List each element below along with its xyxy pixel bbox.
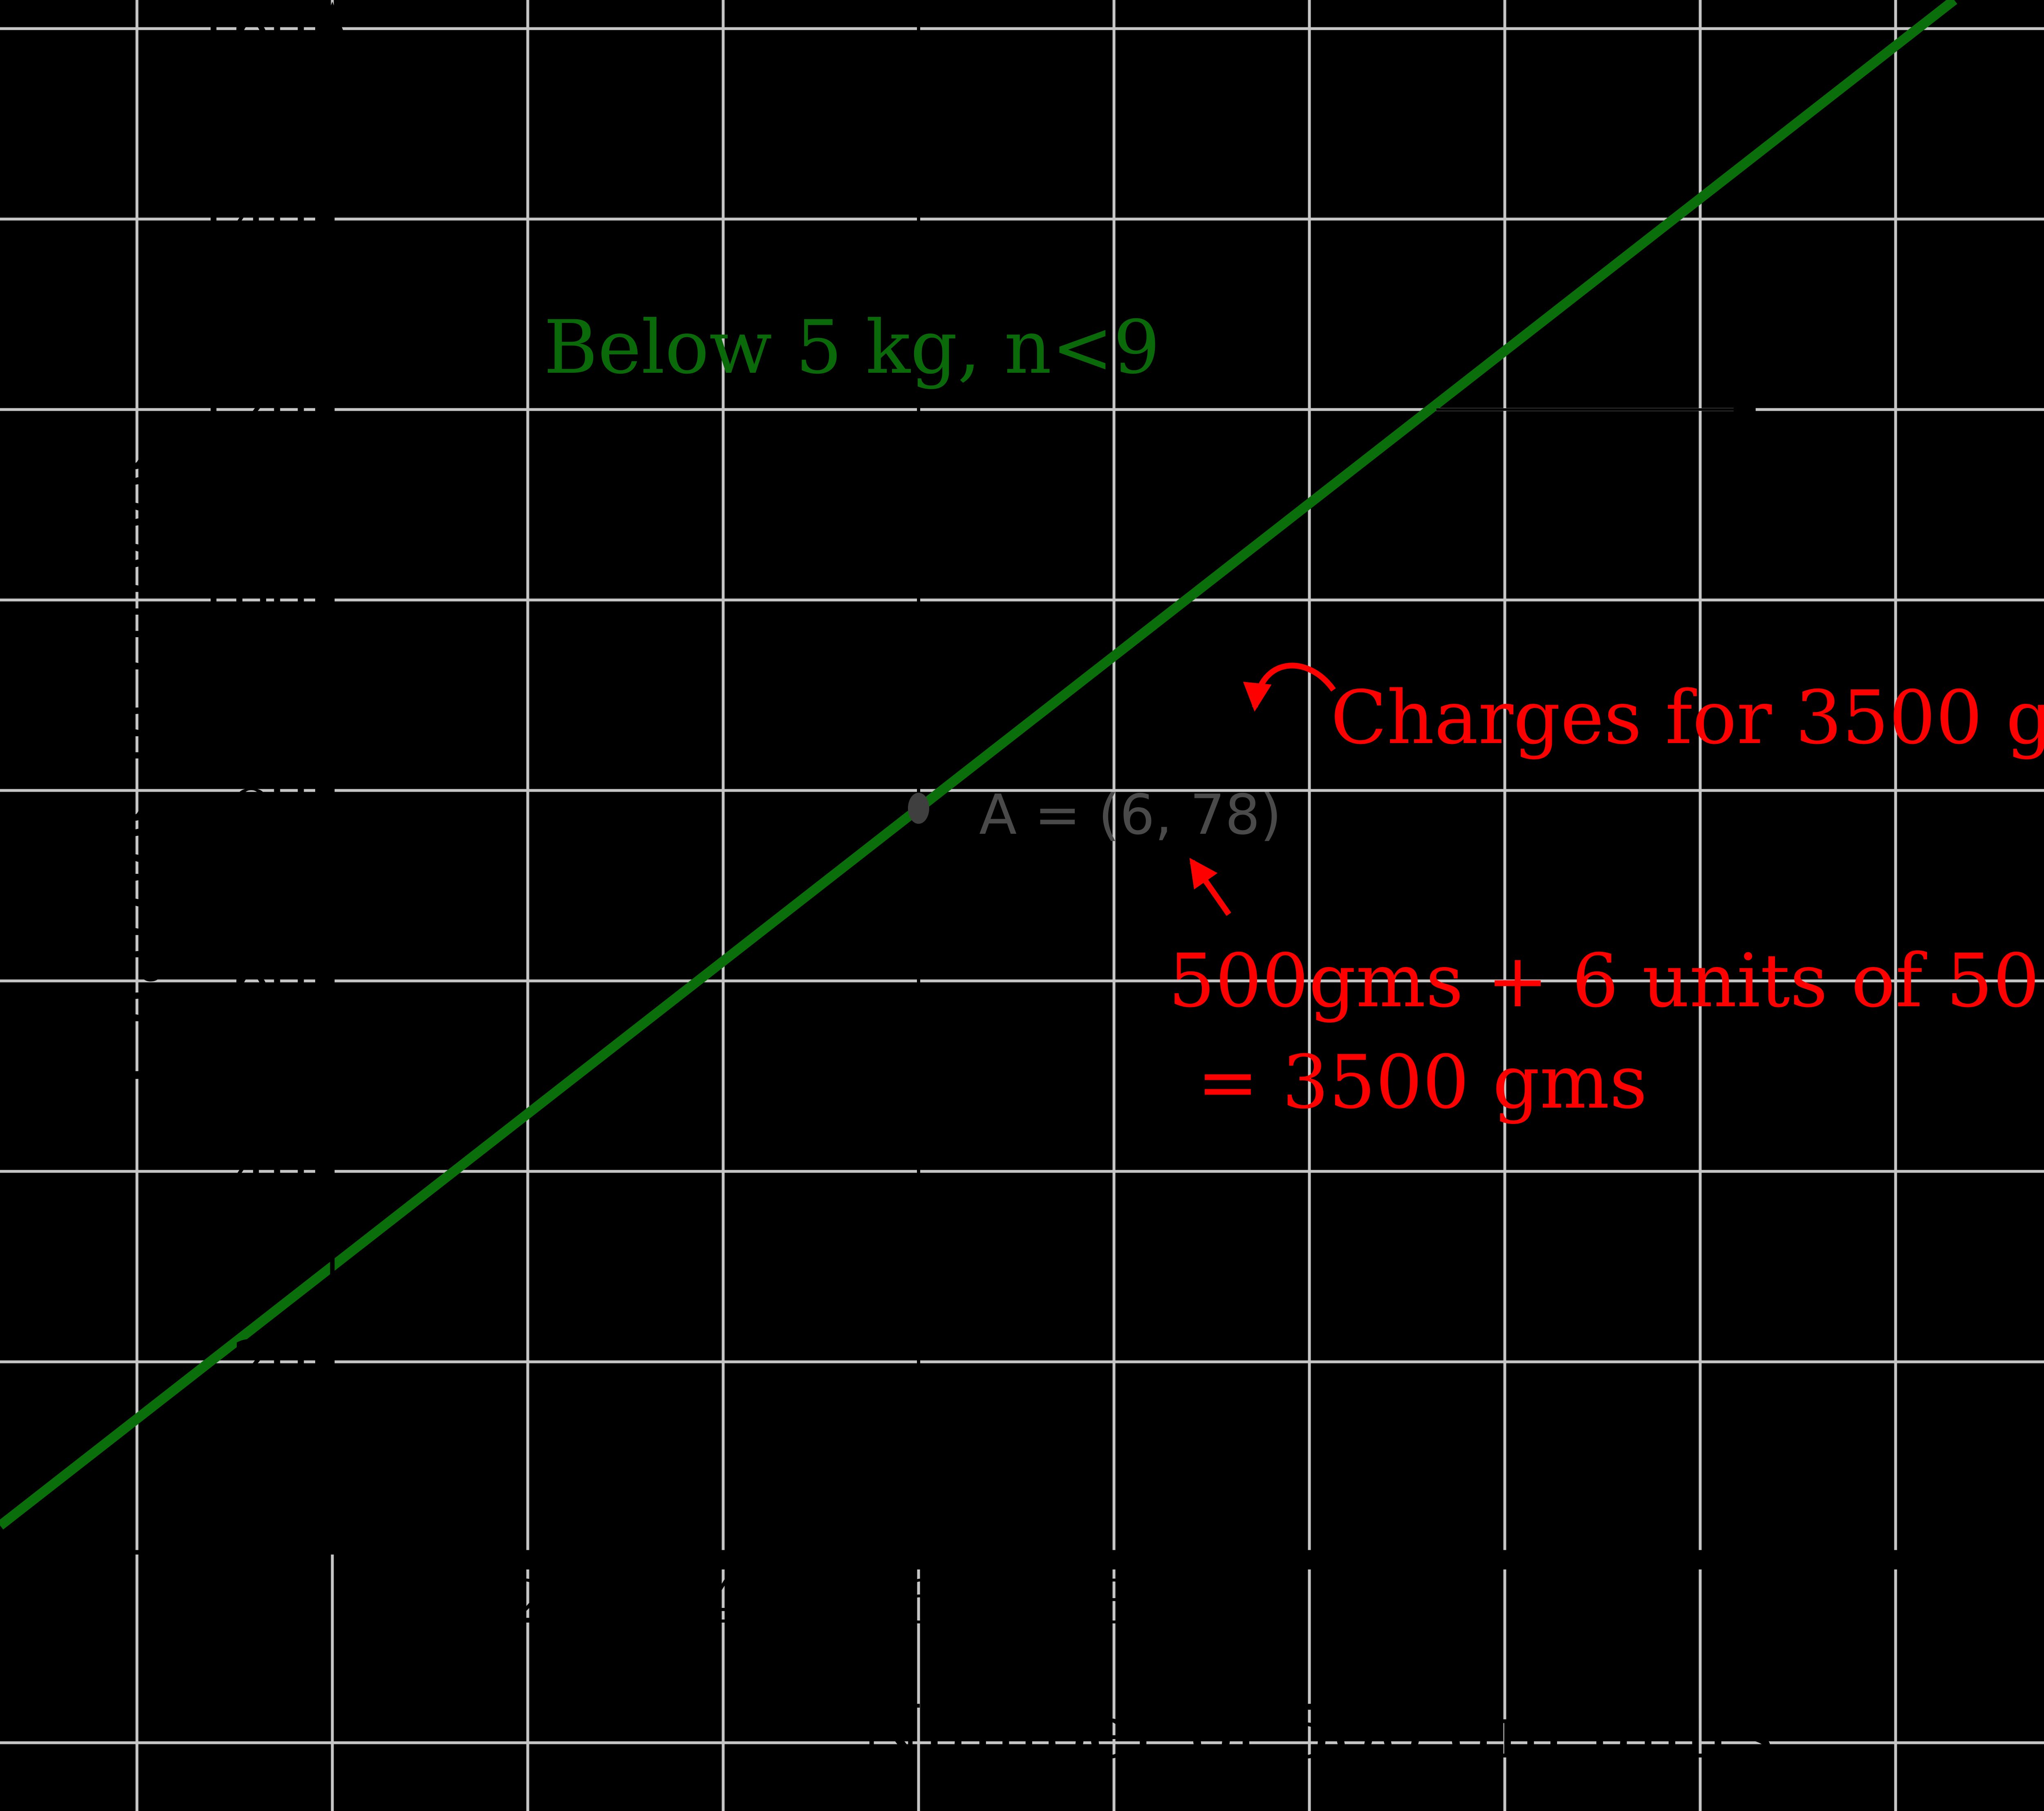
y-tick-label-40: 40	[232, 1138, 308, 1207]
x-tick-label-2: 2	[509, 1568, 547, 1637]
y-tick-label-160: 160	[195, 0, 308, 64]
annotation-below-5kg: Below 5 kg, n<9	[544, 305, 1160, 390]
y-tick-label-80: 80	[232, 757, 308, 826]
x-axis-title: Number of 500 gm units	[858, 1690, 1774, 1775]
curved-arrow-to-line	[1243, 663, 1336, 712]
x-tick-label-4: 4	[704, 1568, 742, 1637]
helper-segment-endcap	[1733, 404, 1756, 415]
x-tick-label-10: 10	[1272, 1568, 1347, 1637]
y-axis-arrow	[318, 2, 346, 39]
x-tick-label-16: 16	[1858, 1568, 1934, 1637]
annotation-units-sum: 500gms + 6 units of 500gms	[1168, 938, 2044, 1024]
x-tick-label-12: 12	[1467, 1568, 1543, 1637]
x-tick-label-6: 6	[900, 1568, 937, 1637]
annotation-equals-3500: = 3500 gms	[1197, 1040, 1647, 1125]
annotation-charges-3500: Charges for 3500 gms	[1331, 675, 2044, 761]
y-tick-label-140: 140	[195, 186, 308, 255]
y-tick-label-60: 60	[232, 947, 308, 1016]
x-tick-label-14: 14	[1663, 1568, 1738, 1637]
y-axis-title: Charges in rupees	[97, 438, 178, 1083]
charges-line	[0, 0, 1957, 1530]
arrow-to-point-a	[1189, 857, 1231, 916]
point-a-label: A = (6, 78)	[979, 783, 1282, 847]
y-tick-label-20: 20	[232, 1328, 308, 1397]
x-tick-label-8: 8	[1095, 1568, 1133, 1637]
point-a-dot	[908, 792, 929, 824]
y-tick-label-100: 100	[195, 566, 308, 636]
y-tick-label-120: 120	[195, 376, 308, 445]
